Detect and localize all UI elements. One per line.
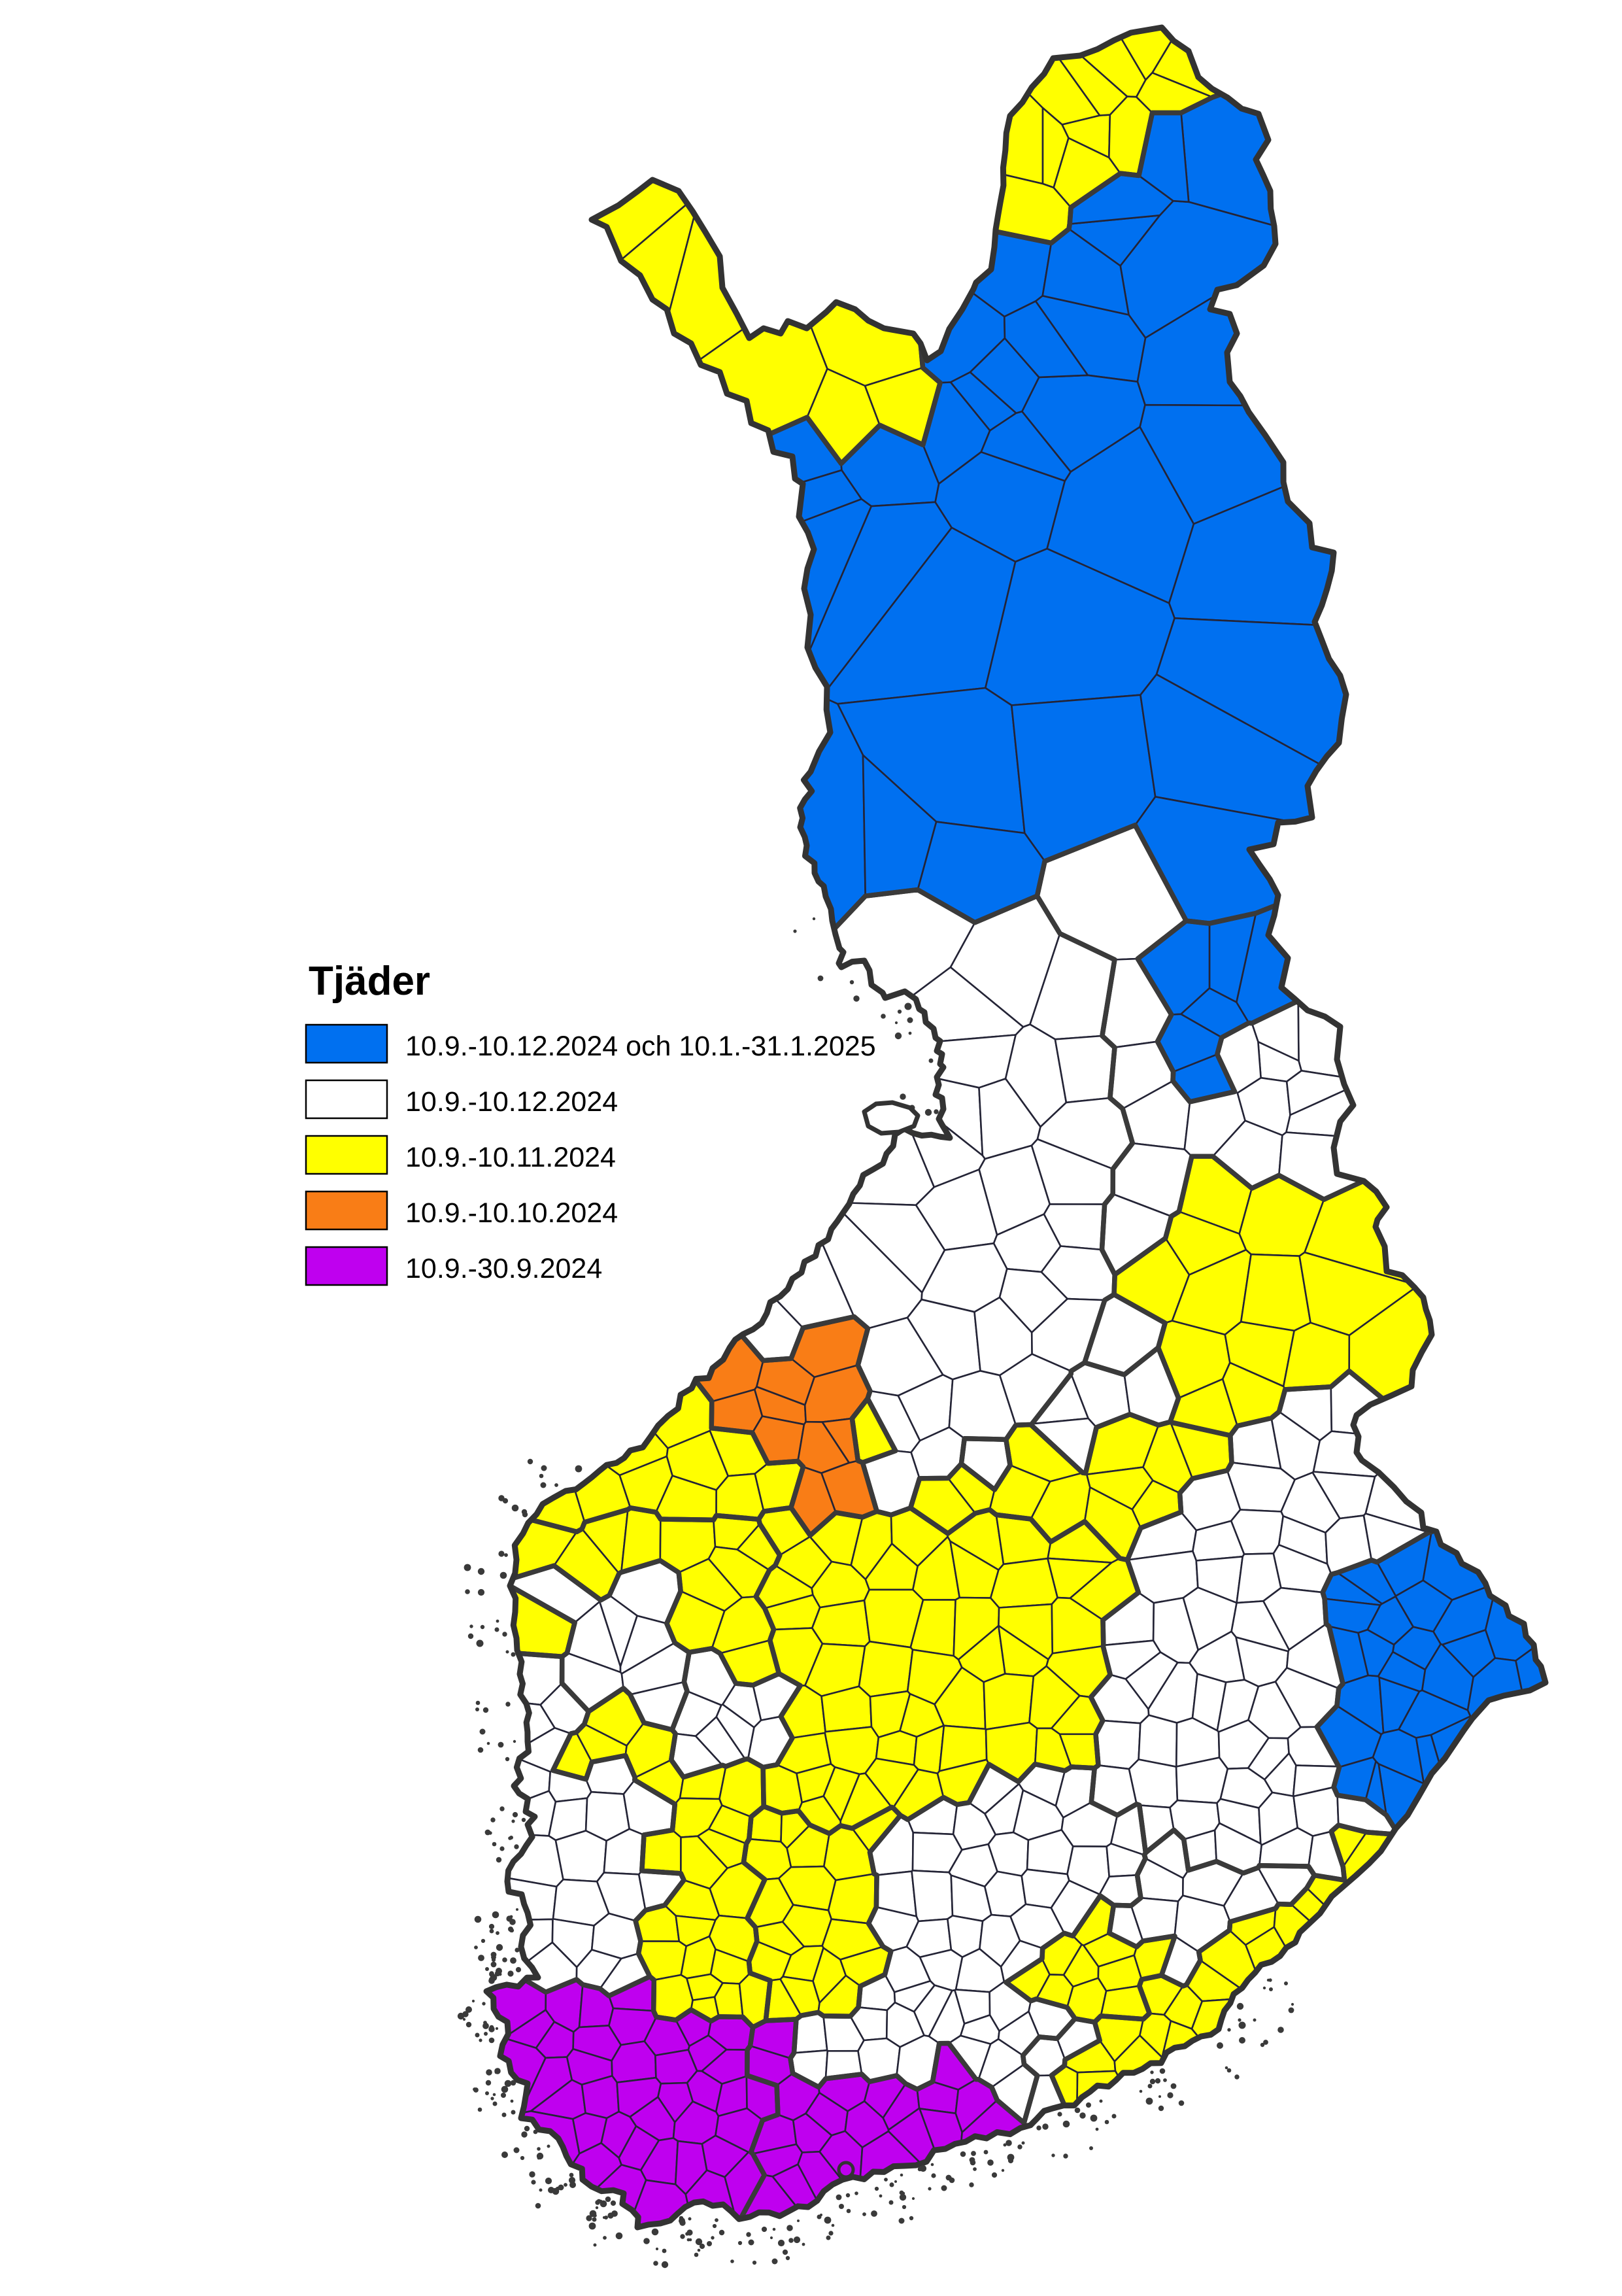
svg-text:Tjäder: Tjäder [309,959,430,1004]
svg-text:10.9.-10.12.2024: 10.9.-10.12.2024 [405,1086,618,1118]
svg-text:10.9.-10.10.2024: 10.9.-10.10.2024 [405,1197,618,1229]
svg-text:10.9.-10.12.2024 och 10.1.-31.: 10.9.-10.12.2024 och 10.1.-31.1.2025 [405,1031,876,1062]
svg-text:10.9.-30.9.2024: 10.9.-30.9.2024 [405,1253,602,1284]
svg-text:10.9.-10.11.2024: 10.9.-10.11.2024 [405,1142,616,1173]
